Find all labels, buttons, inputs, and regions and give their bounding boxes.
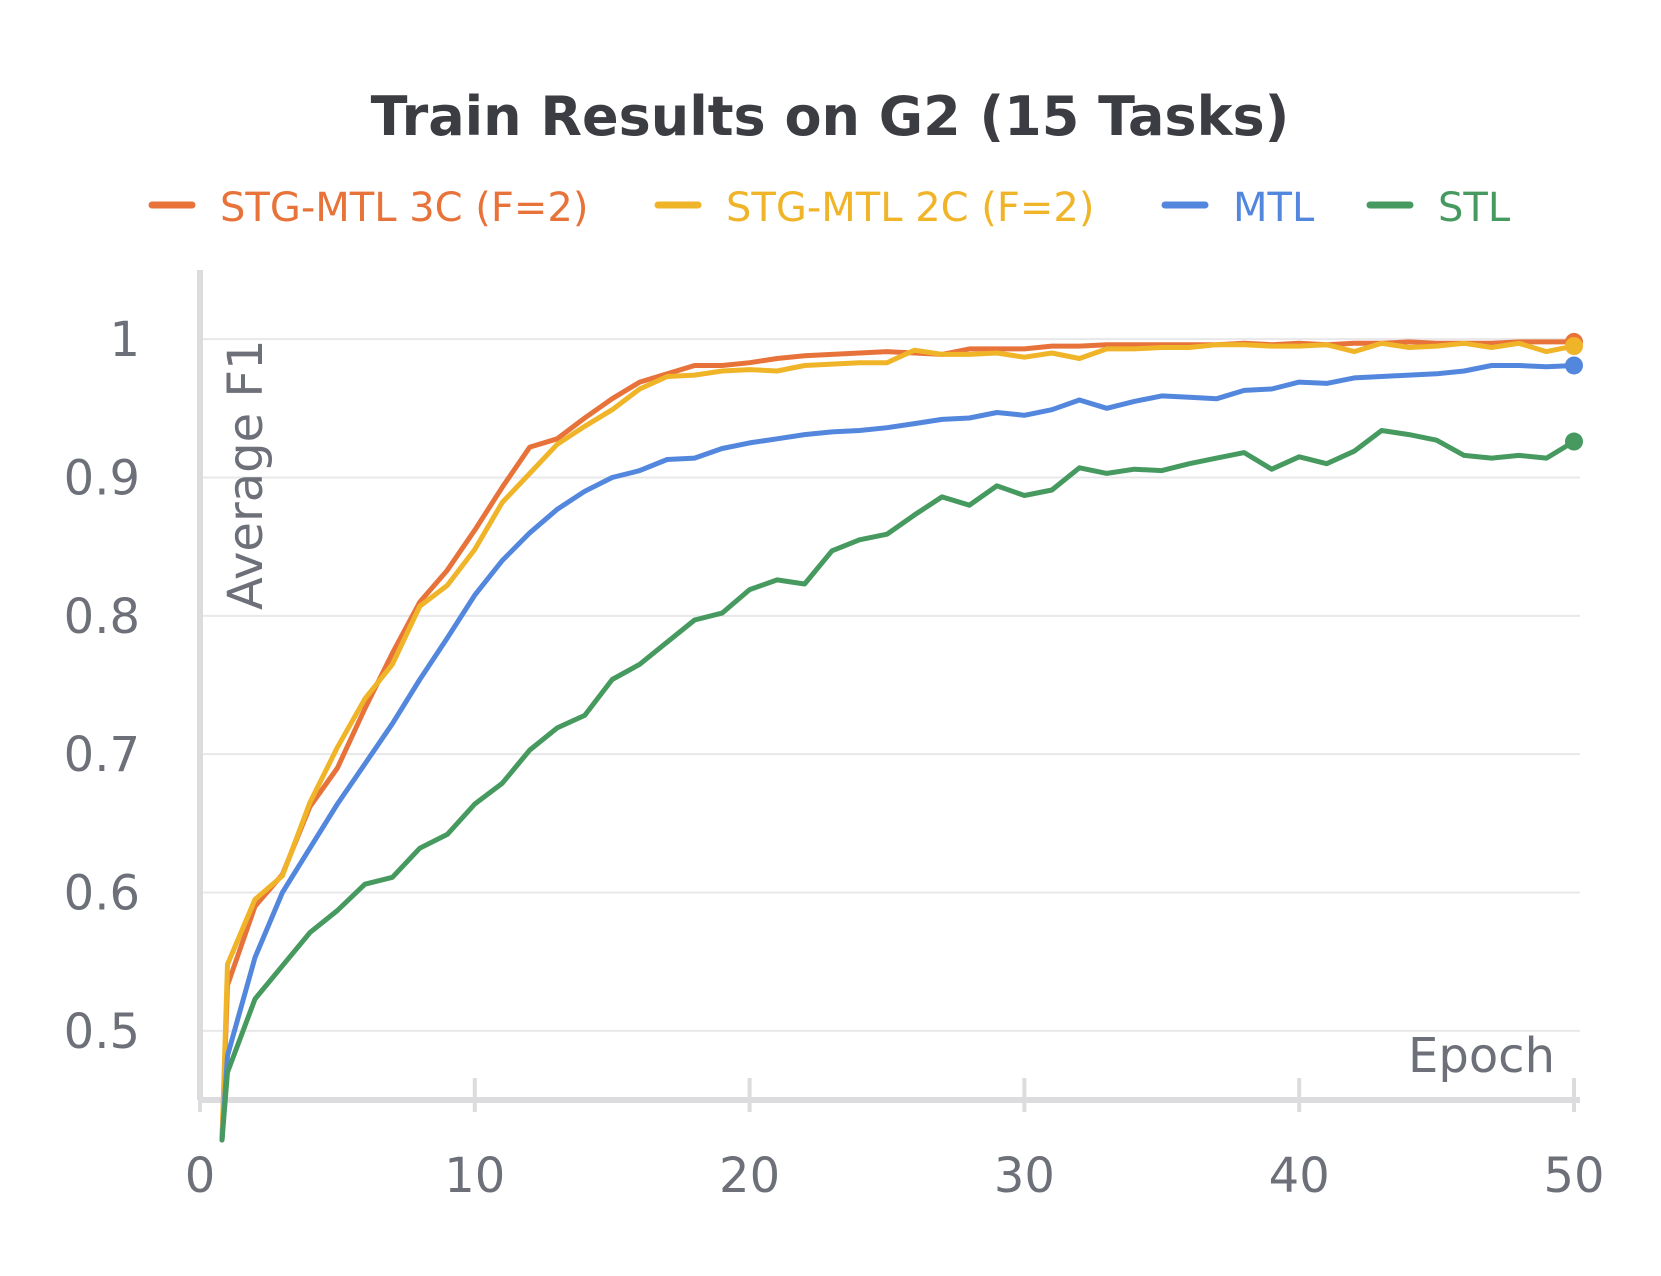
series-endpoint-mtl (1565, 356, 1583, 375)
legend-label-stg-mtl-2c: STG-MTL 2C (F=2) (726, 185, 1094, 231)
series-line-stg-mtl-2c-f-2 (219, 340, 1577, 1143)
legend-label-stg-mtl-3c: STG-MTL 3C (F=2) (220, 185, 588, 231)
y-tick-label: 0.6 (64, 866, 140, 922)
legend: STG-MTL 3C (F=2) STG-MTL 2C (F=2) MTL ST… (148, 185, 1511, 231)
gridlines (200, 338, 1580, 1032)
y-tick-label: 1 (109, 312, 140, 368)
y-tick-label: 0.9 (64, 451, 140, 507)
legend-label-mtl: MTL (1233, 185, 1315, 231)
legend-item-stg-mtl-2c[interactable]: STG-MTL 2C (F=2) (654, 185, 1094, 231)
series-line-mtl (219, 363, 1577, 1143)
legend-item-stg-mtl-3c[interactable]: STG-MTL 3C (F=2) (148, 185, 588, 231)
chart-title: Train Results on G2 (15 Tasks) (371, 85, 1290, 148)
x-tick-label: 30 (994, 1148, 1055, 1204)
series-endpoint-stl (1565, 432, 1583, 451)
y-tick-labels: 0.5 0.6 0.7 0.8 0.9 1 (64, 312, 140, 1060)
series-line-stl (219, 428, 1577, 1143)
x-tick-label: 40 (1269, 1148, 1330, 1204)
y-tick-label: 0.7 (64, 727, 140, 783)
series-line-stg-mtl-3c-f-2 (219, 339, 1577, 1143)
series-endpoint-stg-mtl-2c-f-2 (1565, 337, 1583, 356)
x-tick-label: 10 (444, 1148, 505, 1204)
legend-item-stl[interactable]: STL (1366, 185, 1511, 231)
x-tick-label: 50 (1543, 1148, 1604, 1204)
legend-item-mtl[interactable]: MTL (1161, 185, 1315, 231)
x-tick-label: 20 (719, 1148, 780, 1204)
x-tick-label: 0 (185, 1148, 216, 1204)
x-axis-label: Epoch (1408, 1028, 1555, 1084)
y-axis-label: Average F1 (218, 339, 274, 610)
y-tick-label: 0.8 (64, 589, 140, 645)
series-group (219, 332, 1583, 1143)
y-tick-label: 0.5 (64, 1004, 140, 1060)
legend-label-stl: STL (1438, 185, 1511, 231)
x-ticks: 0 10 20 30 40 50 (185, 1078, 1605, 1204)
